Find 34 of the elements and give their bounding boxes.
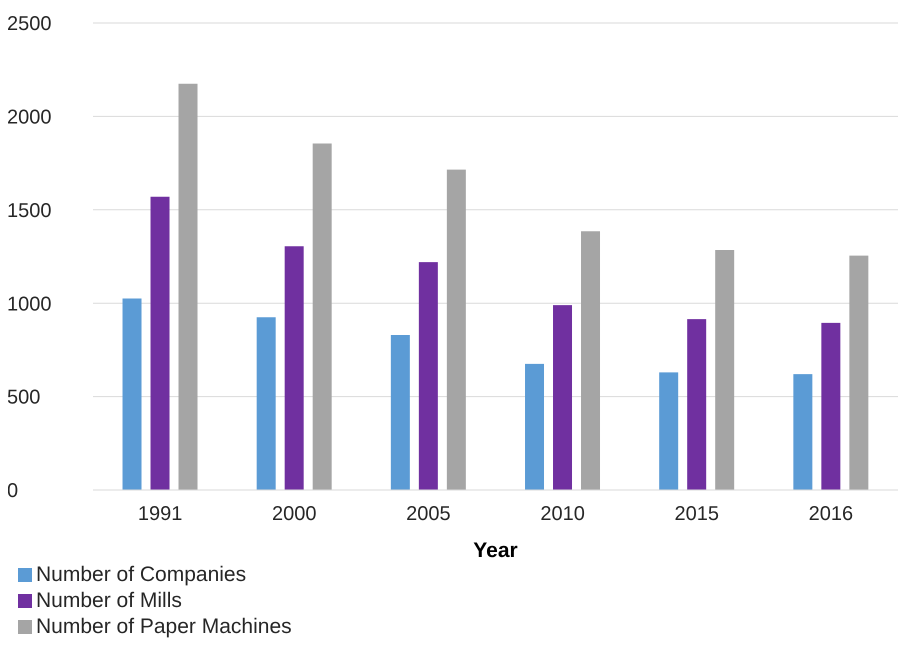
x-axis-title: Year [473,539,518,562]
bar [284,246,304,490]
bar [715,250,734,490]
legend-label: Number of Paper Machines [36,615,292,638]
y-tick-label: 500 [7,386,40,409]
y-tick-label: 2500 [7,13,52,36]
bar [581,231,600,490]
bar [446,170,466,490]
legend-label: Number of Companies [36,563,246,586]
x-tick-label: 2015 [674,503,719,526]
y-tick-label: 1000 [7,293,52,316]
bar [553,305,572,490]
bar [849,256,868,490]
x-tick-label: 2005 [406,503,451,526]
x-tick-label: 1991 [138,503,182,526]
y-tick-label: 0 [7,480,18,502]
bar [178,84,198,490]
bar [525,364,544,490]
bar [793,374,812,490]
bar [312,143,332,490]
bar [256,317,276,490]
bar [659,372,678,490]
bar [390,334,410,490]
bar [821,322,840,490]
bar [687,319,706,490]
x-tick-label: 2010 [540,503,585,526]
bar [150,196,170,490]
x-tick-label: 2016 [808,503,854,526]
x-tick-label: 2000 [272,503,316,526]
bar [122,298,142,490]
bar [418,262,438,490]
y-tick-label: 2000 [7,106,52,128]
legend-label: Number of Mills [36,589,182,612]
y-tick-label: 1500 [7,200,52,222]
